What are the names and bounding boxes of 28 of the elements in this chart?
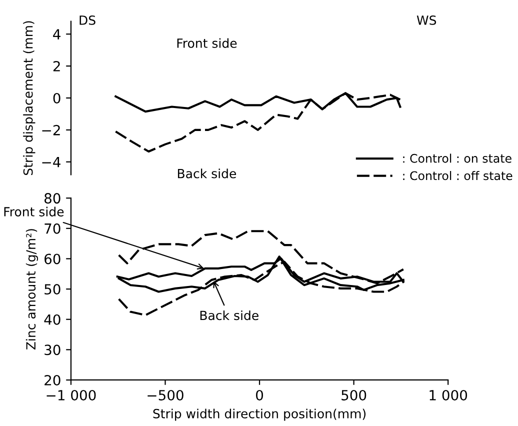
y-tick-label: −4 — [42, 157, 60, 168]
y-tick-label: 60 — [44, 254, 60, 264]
x-tick-label: −500 — [148, 390, 184, 400]
x-axis-title: Strip width direction position(mm) — [153, 408, 366, 421]
x-tick-label: −1 000 — [46, 390, 96, 400]
x-tick-label: 500 — [342, 390, 366, 400]
y-tick-label: 80 — [44, 193, 60, 204]
x-tick-label: 1 000 — [430, 390, 468, 400]
y-axis-title: Zinc amount (g/m²) — [26, 229, 38, 350]
y-tick-label: 20 — [44, 374, 60, 386]
y-tick-label: 50 — [44, 284, 60, 295]
y-tick-label: 40 — [44, 314, 60, 325]
annotation: WS — [416, 15, 436, 25]
x-tick-label: 0 — [256, 390, 264, 400]
legend-label: : Control : off state — [403, 171, 512, 180]
annotation: Back side — [178, 168, 236, 178]
legend-label: : Control : on state — [403, 154, 512, 163]
y-tick-label: 70 — [44, 223, 60, 234]
annotation: Back side — [200, 310, 258, 320]
y-tick-label: 4 — [53, 29, 60, 40]
y-axis-title: Strip displacement (mm) — [23, 21, 36, 175]
y-tick-label: 30 — [44, 344, 60, 356]
y-tick-label: 2 — [53, 61, 60, 72]
annotation: Front side — [177, 38, 237, 48]
annotation: DS — [80, 15, 96, 25]
y-tick-label: −2 — [42, 124, 60, 136]
y-tick-label: 0 — [53, 92, 60, 104]
annotation: Front side — [4, 206, 64, 216]
